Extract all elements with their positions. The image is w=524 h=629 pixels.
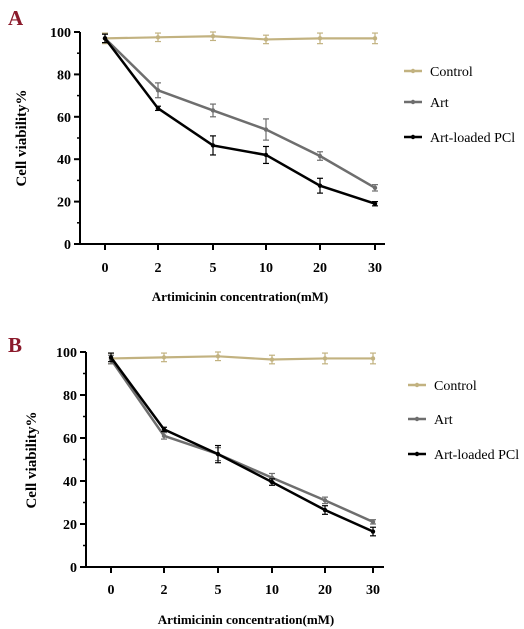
data-point [372, 36, 378, 41]
legend-label: Art [434, 413, 453, 428]
chart-panel-b: B Cell viability% Artimicinin concentrat… [8, 333, 519, 627]
x-tick-label: 0 [102, 261, 109, 276]
series-line [109, 358, 374, 523]
data-point [161, 433, 167, 439]
y-tick-label: 0 [70, 561, 77, 576]
legend-marker [410, 134, 416, 140]
y-tick-label: 80 [57, 68, 71, 83]
x-tick-label: 10 [265, 583, 279, 598]
data-point [317, 36, 323, 41]
legend-entry: Control [408, 379, 477, 394]
y-tick-label: 40 [57, 153, 71, 168]
x-tick-label: 20 [318, 583, 332, 598]
data-point [155, 88, 161, 93]
x-axis-title: Artimicinin concentration(mM) [158, 612, 335, 627]
chart-panel-a: A Cell viability% Artimicinin concentrat… [8, 6, 515, 304]
y-tick-label: 60 [57, 111, 71, 126]
data-point [372, 185, 378, 191]
y-tick-label: 100 [50, 26, 71, 41]
x-tick-label: 2 [155, 261, 162, 276]
series-line [109, 356, 374, 533]
data-point [215, 451, 221, 457]
data-point [322, 498, 328, 503]
x-axis-title: Artimicinin concentration(mM) [152, 289, 329, 304]
legend-marker [414, 451, 420, 457]
data-point [370, 519, 376, 525]
y-tick-label: 60 [63, 432, 77, 447]
axes: 0 20 40 60 80 100 0 2 5 10 20 30 [50, 26, 385, 276]
series-art-loaded-pcl [102, 33, 378, 207]
data-point [155, 35, 161, 40]
data-point [161, 355, 167, 360]
legend-label: Art-loaded PCl [434, 448, 519, 463]
series-art [102, 33, 378, 192]
data-point [269, 357, 275, 362]
data-point [372, 201, 378, 206]
x-tick-label: 30 [368, 261, 382, 276]
series-line [104, 37, 376, 205]
legend-entry: Art-loaded PCl [408, 448, 519, 463]
legend-entry: Art-loaded PCl [404, 131, 515, 146]
legend-entry: Art [404, 96, 449, 111]
y-axis-title: Cell viability% [14, 89, 30, 186]
y-tick-label: 20 [63, 518, 77, 533]
legend-label: Art [430, 96, 449, 111]
data-point [155, 106, 161, 111]
data-point [102, 36, 108, 41]
series-control [102, 31, 378, 45]
series-control [108, 351, 376, 365]
legend-marker [414, 416, 420, 422]
x-tick-label: 10 [259, 261, 273, 276]
y-tick-label: 0 [64, 238, 71, 253]
y-tick-label: 100 [56, 346, 77, 361]
series-line [104, 37, 376, 189]
data-point [210, 108, 216, 113]
x-tick-label: 2 [161, 583, 168, 598]
legend-label: Art-loaded PCl [430, 131, 515, 146]
x-tick-label: 5 [210, 261, 217, 276]
legend-marker [410, 68, 416, 74]
x-tick-label: 30 [366, 583, 380, 598]
legend-label: Control [434, 379, 477, 394]
legend: Control Art Art-loaded PCl [408, 379, 519, 463]
data-point [317, 183, 323, 188]
legend-marker [410, 99, 416, 105]
plot-area [102, 31, 378, 207]
series-line [110, 355, 373, 361]
data-point [322, 356, 328, 361]
y-tick-label: 20 [57, 196, 71, 211]
y-tick-label: 80 [63, 389, 77, 404]
data-point [263, 127, 269, 132]
data-point [210, 34, 216, 39]
panel-label: A [8, 6, 24, 30]
legend-entry: Art [408, 413, 453, 428]
x-tick-label: 5 [215, 583, 222, 598]
data-point [108, 355, 114, 360]
y-tick-label: 40 [63, 475, 77, 490]
x-tick-label: 20 [313, 261, 327, 276]
data-point [263, 37, 269, 42]
axes: 0 20 40 60 80 100 0 2 5 10 20 30 [56, 346, 384, 598]
data-point [317, 153, 323, 159]
legend: Control Art Art-loaded PCl [404, 65, 515, 146]
data-point [322, 507, 328, 513]
series-art-loaded-pcl [108, 352, 376, 537]
series-art [108, 354, 376, 525]
legend-marker [414, 382, 420, 388]
y-axis-title: Cell viability% [24, 411, 40, 508]
panel-label: B [8, 333, 22, 357]
data-point [210, 143, 216, 148]
plot-area [108, 351, 376, 537]
data-point [161, 427, 167, 432]
data-point [215, 354, 221, 359]
data-point [370, 356, 376, 361]
data-point [370, 529, 376, 534]
x-tick-label: 0 [108, 583, 115, 598]
series-line [104, 35, 375, 41]
data-point [263, 152, 269, 158]
legend-label: Control [430, 65, 473, 80]
legend-entry: Control [404, 65, 473, 80]
data-point [269, 479, 275, 485]
